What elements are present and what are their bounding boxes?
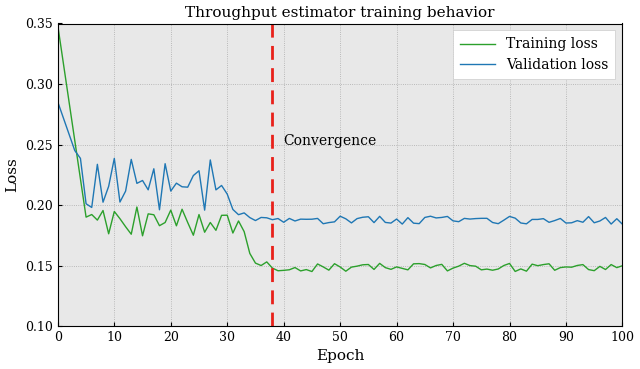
Line: Validation loss: Validation loss: [58, 102, 623, 224]
Training loss: [455, 264, 463, 268]
Training loss: [54, 24, 61, 28]
Training loss: [483, 267, 491, 271]
Training loss: [93, 218, 101, 222]
Training loss: [619, 263, 627, 268]
Training loss: [308, 269, 316, 274]
Legend: Training loss, Validation loss: Training loss, Validation loss: [453, 31, 616, 79]
Validation loss: [477, 216, 485, 221]
Training loss: [195, 212, 203, 217]
Validation loss: [54, 100, 61, 104]
Training loss: [319, 265, 327, 269]
Validation loss: [195, 169, 203, 173]
Title: Throughput estimator training behavior: Throughput estimator training behavior: [186, 6, 495, 20]
Y-axis label: Loss: Loss: [6, 158, 20, 192]
Validation loss: [93, 162, 101, 166]
Validation loss: [314, 216, 321, 221]
Training loss: [399, 266, 406, 270]
Validation loss: [393, 217, 401, 221]
Validation loss: [449, 219, 457, 223]
Text: Convergence: Convergence: [284, 134, 377, 148]
Validation loss: [619, 222, 627, 227]
Line: Training loss: Training loss: [58, 26, 623, 272]
X-axis label: Epoch: Epoch: [316, 349, 364, 363]
